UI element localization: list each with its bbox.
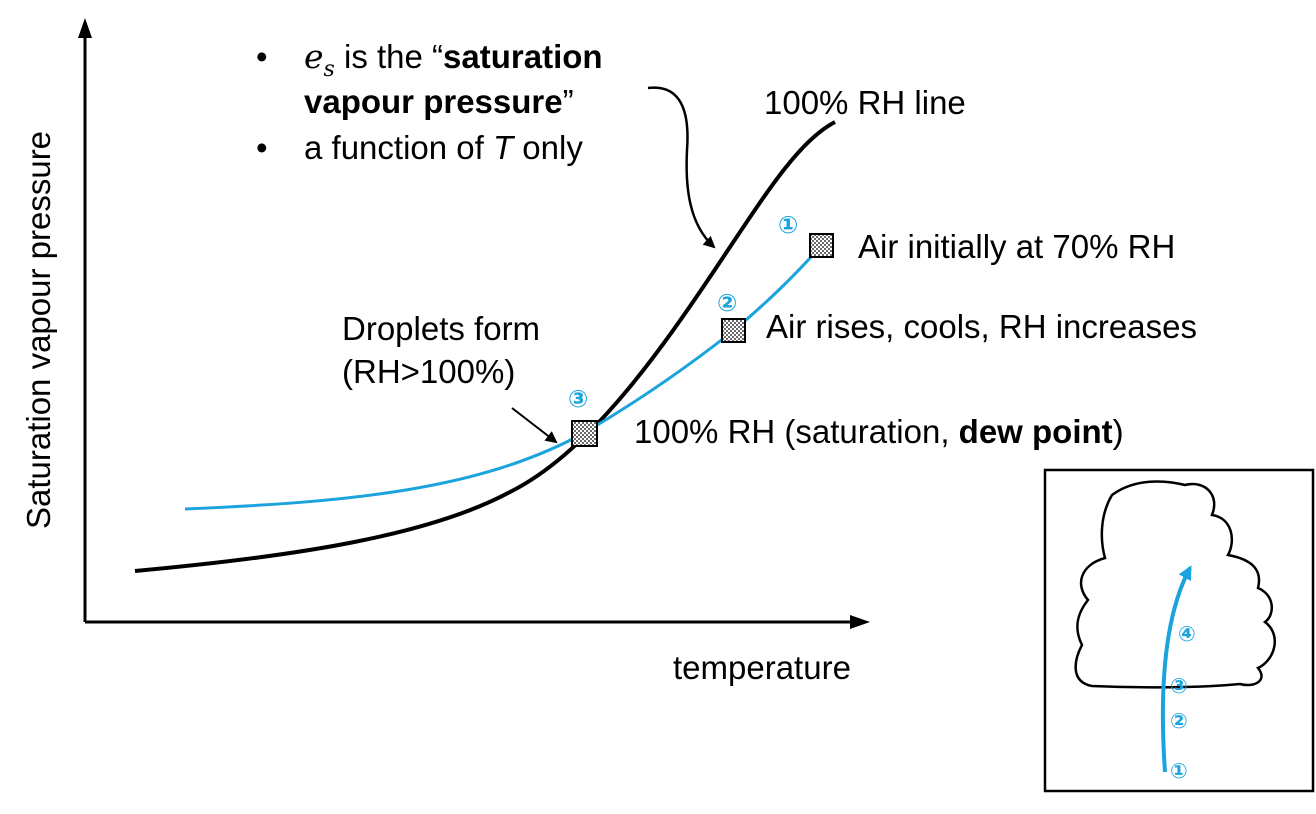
note-line2-bold: vapour pressure: [304, 83, 563, 120]
note-line1-middle: is the “: [335, 38, 443, 75]
x-axis-arrow-icon: [850, 615, 870, 629]
note-line3-start: a function of: [304, 129, 493, 166]
es-symbol: e: [304, 37, 324, 76]
note-arrow: [647, 86, 716, 249]
inset-marker-2: ②: [1170, 709, 1188, 733]
bullet-1: •: [256, 38, 268, 75]
air-parcel-path: [184, 243, 824, 511]
point-3-label-end: ): [1113, 413, 1124, 450]
note-line1-bold: saturation: [443, 38, 603, 75]
point-1-label: Air initially at 70% RH: [858, 228, 1175, 265]
note-line-3: a function of T only: [304, 129, 583, 166]
droplets-line-1: Droplets form: [342, 310, 540, 347]
curve-label: 100% RH line: [764, 84, 966, 121]
point-2-label: Air rises, cools, RH increases: [766, 308, 1197, 345]
point-2-square: [721, 318, 746, 343]
y-axis-label: Saturation vapour pressure: [20, 131, 57, 529]
note-line3-italic: T: [493, 129, 516, 166]
note-line2-end: ”: [563, 83, 574, 120]
x-axis-label: temperature: [673, 649, 851, 686]
point-3-marker: ③: [568, 385, 588, 413]
bullet-2: •: [256, 129, 268, 166]
point-3-square: [571, 420, 598, 447]
inset-marker-1: ①: [1170, 759, 1188, 783]
note-line-1: es is the “saturation: [304, 37, 603, 82]
inset-box: [1043, 468, 1315, 793]
droplets-line-2: (RH>100%): [342, 353, 515, 390]
cloud-outline: [1074, 480, 1276, 689]
note-block: • es is the “saturation vapour pressure”…: [256, 37, 603, 166]
point-2-marker: ②: [717, 289, 737, 317]
point-3-label-start: 100% RH (saturation,: [634, 413, 959, 450]
point-1-square: [809, 233, 834, 258]
es-subscript: s: [324, 57, 335, 82]
note-line-2: vapour pressure”: [304, 83, 574, 120]
droplets-arrow: [511, 407, 558, 444]
y-axis-arrow-icon: [78, 18, 92, 38]
point-3-label: 100% RH (saturation, dew point): [634, 413, 1124, 450]
inset-rising-arrow: [1160, 565, 1192, 773]
note-line3-end: only: [513, 129, 583, 166]
inset-marker-4: ④: [1178, 622, 1196, 646]
point-1-marker: ①: [778, 211, 798, 239]
inset-marker-3: ③: [1170, 674, 1188, 698]
point-3-label-bold: dew point: [959, 413, 1113, 450]
